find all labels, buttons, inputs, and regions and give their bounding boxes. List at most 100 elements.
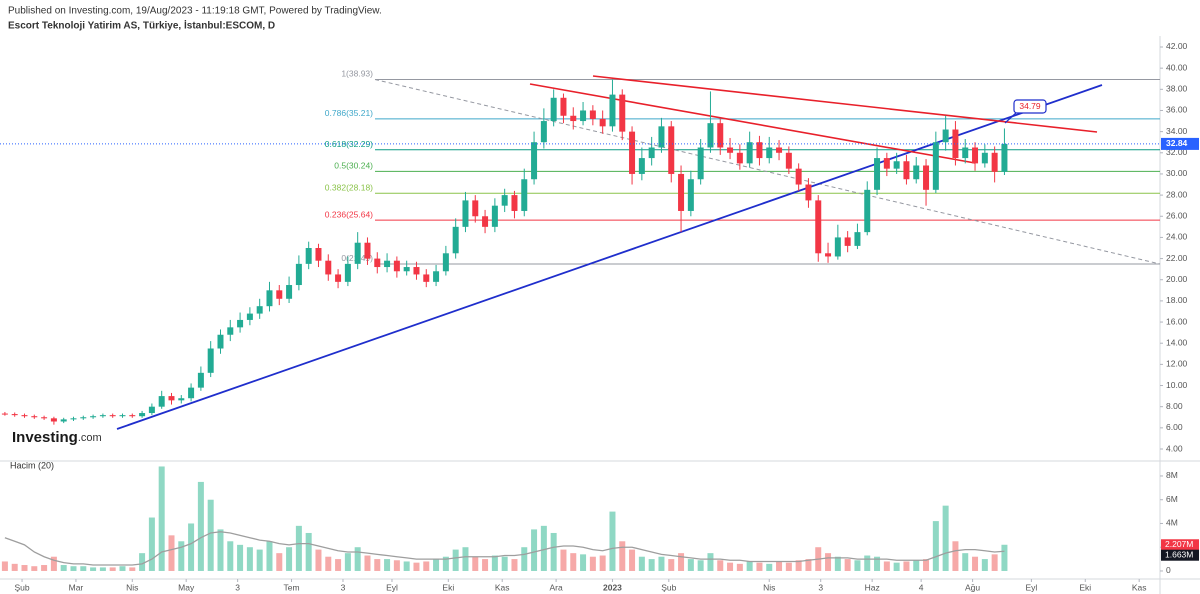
volume-bar [11,563,18,571]
volume-bar [188,523,195,571]
volume-bar [629,549,636,571]
volume-bar [491,555,498,571]
candle-body [237,319,244,328]
x-tick-label: Nis [126,582,138,592]
candle-body [785,152,792,169]
candle-body [658,126,665,148]
volume-bar [90,567,97,571]
candle-body [384,260,391,268]
candle-body [589,110,596,119]
candle-body [1,413,8,415]
volume-last-label: 2.207M [1165,539,1193,549]
volume-bar [952,541,959,571]
volume-bar [648,559,655,571]
volume-bar [276,553,283,571]
callout-pointer [1004,111,1018,124]
candle-body [962,147,969,159]
axes: 4.00 6.00 8.00 10.00 12.00 14.00 16.00 18.00 20.… [0,41,1199,592]
volume-bar [619,541,626,571]
candle-body [874,158,881,190]
candle-body [531,142,538,180]
candle-body [217,334,224,349]
trend-line [529,83,976,164]
candle-body [227,327,234,335]
volume-bar [452,549,459,571]
fib-label: 0.236(25.64) [325,209,373,219]
volume-bar [981,559,988,571]
candle-body [31,416,38,418]
candle-body [462,200,469,227]
volume-bar [433,559,440,571]
fib-label: 1(38.93) [341,69,373,79]
candle-body [158,396,165,407]
volume-bar [883,561,890,571]
candle-body [893,161,900,169]
candle-body [90,416,97,418]
volume-bar [658,556,665,571]
ma-last-label: 1.663M [1165,549,1193,559]
candle-body [423,274,430,282]
candle-body [295,263,302,286]
volume-bar [403,561,410,571]
candle-body [619,94,626,132]
volume-bar [1001,544,1008,571]
candle-body [913,165,920,180]
volume-bar [335,559,342,571]
candle-body [844,237,851,246]
candle-body [648,147,655,159]
x-tick-label: Eyl [1025,582,1037,592]
volume-bar [305,532,312,571]
candle-body [266,290,273,307]
volume-bar [266,541,273,571]
symbol-title: Escort Teknoloji Yatirim AS, Türkiye, İs… [8,19,275,32]
published-note: Published on Investing.com, 19/Aug/2023 … [8,6,382,17]
volume-bar [80,566,87,571]
x-tick-label: May [178,582,195,592]
y-tick-label: 10.00 [1166,380,1188,390]
y-tick-label: 16.00 [1166,316,1188,326]
volume-bar [687,559,694,571]
fib-label: 0.382(28.18) [325,182,373,192]
volume-bar [521,547,528,571]
candle-body [972,147,979,164]
candle-body [354,242,361,264]
candle-body [727,147,734,153]
volume-bar [344,553,351,571]
candle-body [1001,143,1008,172]
volume-bar [482,559,489,571]
x-tick-label: Haz [865,582,880,592]
volume-title: Hacim (20) [10,460,54,470]
x-tick-label: Ara [549,582,563,592]
volume-bar [540,525,547,571]
candle-body [766,147,773,159]
volume-bar [923,559,930,571]
candle-body [540,121,547,143]
x-tick-label: 4 [919,582,924,592]
logo: Investing.com [12,429,102,446]
volume [1,466,1008,571]
callout-box [1013,99,1047,114]
volume-bar [874,556,881,571]
fib-label: 0.5(30.24) [334,161,373,171]
y-tick-label: 4.00 [1166,443,1183,453]
volume-bar [462,547,469,571]
volume-bar [70,566,77,571]
candle-body [599,118,606,127]
candle-body [109,415,116,417]
x-tick-label: 3 [341,582,346,592]
x-tick-label: 2023 [603,582,622,592]
volume-bar [168,535,175,571]
candle-body [815,200,822,254]
volume-bar [756,562,763,571]
candle-body [491,205,498,227]
candle-body [668,126,675,174]
volume-bar [295,525,302,571]
y-tick-label: 26.00 [1166,211,1188,221]
volume-bar [501,556,508,571]
volume-bar [21,565,28,571]
candle-body [129,415,136,417]
volume-ma [4,531,1005,566]
candle-body [393,260,400,272]
